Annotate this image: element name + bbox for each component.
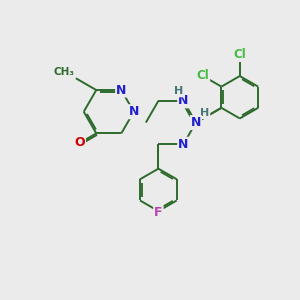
Text: N: N xyxy=(178,94,189,107)
Text: Cl: Cl xyxy=(196,69,209,82)
Text: CH₃: CH₃ xyxy=(53,67,74,77)
Text: N: N xyxy=(129,105,139,118)
Text: Cl: Cl xyxy=(233,48,246,61)
Text: N: N xyxy=(191,116,201,129)
Text: H: H xyxy=(174,86,184,97)
Text: H: H xyxy=(200,108,209,118)
Text: N: N xyxy=(116,83,127,97)
Text: O: O xyxy=(74,136,85,149)
Text: N: N xyxy=(178,138,189,151)
Text: F: F xyxy=(154,206,163,219)
